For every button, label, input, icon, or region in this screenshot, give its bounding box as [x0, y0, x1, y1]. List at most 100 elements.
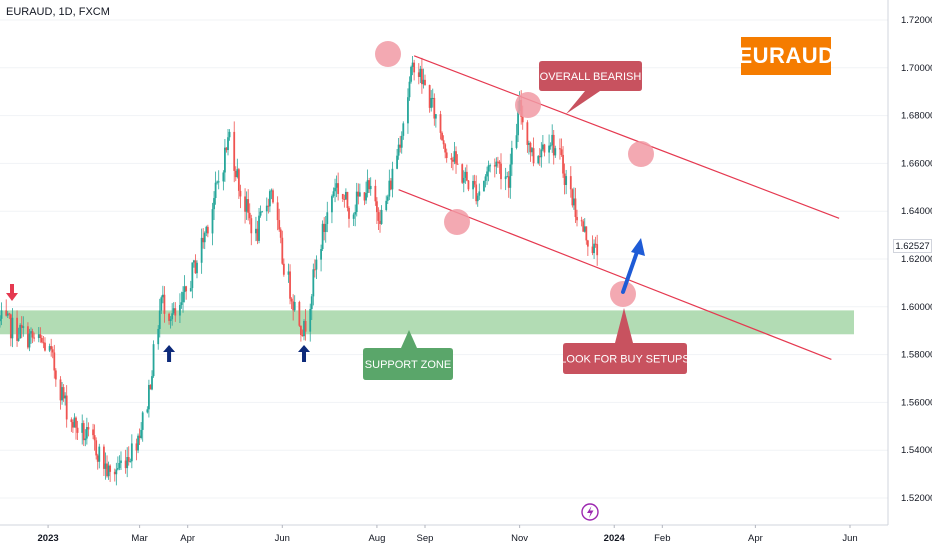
candle-body — [498, 161, 501, 164]
candle-body — [247, 199, 250, 213]
candle-body — [445, 152, 448, 159]
x-tick-label: 2024 — [604, 533, 626, 544]
candle-body — [473, 180, 476, 185]
candle-body — [452, 159, 454, 162]
candle-body — [191, 262, 194, 289]
candle-body — [245, 199, 248, 212]
candle-body — [461, 164, 464, 183]
candle-body — [326, 212, 329, 225]
candle-body — [62, 387, 65, 399]
candle-body — [157, 328, 160, 345]
candle-body — [489, 165, 492, 167]
candle-body — [303, 320, 305, 337]
callout-overall-bearish: OVERALL BEARISH — [539, 61, 642, 114]
symbol-label: EURAUD, 1D, FXCM — [6, 6, 110, 18]
candle-body — [586, 240, 589, 247]
candle-body — [476, 195, 479, 202]
candle-body — [419, 68, 422, 77]
candle-body — [323, 223, 326, 232]
candle-body — [344, 191, 347, 200]
candle-body — [389, 180, 392, 190]
candle-body — [233, 131, 236, 171]
candle-body — [256, 228, 259, 241]
candle-body — [268, 191, 271, 207]
candle-body — [234, 170, 237, 178]
candle-body — [408, 81, 411, 98]
candle-body — [50, 346, 53, 350]
candle-body — [374, 185, 377, 202]
candle-body — [433, 97, 436, 119]
candle-body — [224, 147, 226, 173]
candle-body — [237, 169, 240, 191]
candle-body — [115, 469, 118, 475]
candle-body — [70, 419, 73, 423]
candle-body — [529, 142, 532, 153]
candle-body — [334, 187, 336, 192]
candle-body — [227, 137, 229, 151]
candle-body — [104, 463, 107, 469]
candle-body — [574, 198, 577, 218]
candle-body — [540, 149, 543, 158]
candle-body — [441, 132, 443, 141]
y-tick-label: 1.58000 — [901, 350, 932, 361]
candle-body — [9, 314, 12, 339]
candle-body — [138, 435, 141, 439]
candles — [0, 56, 599, 486]
candle-body — [515, 135, 518, 148]
candle-body — [521, 116, 524, 123]
candle-body — [402, 123, 405, 136]
touch-point-circle — [515, 92, 541, 118]
candle-body — [571, 189, 574, 206]
candle-body — [259, 211, 262, 216]
candle-body — [182, 292, 184, 303]
axis-corner — [888, 525, 932, 550]
candle-body — [358, 192, 361, 197]
candle-body — [54, 370, 57, 380]
candle-body — [321, 223, 324, 250]
candle-body — [341, 193, 344, 200]
candle-body — [528, 142, 530, 145]
candle-body — [548, 145, 550, 153]
candle-body — [596, 244, 599, 256]
candle-body — [562, 154, 564, 174]
candle-body — [228, 131, 231, 138]
candle-body — [585, 226, 588, 241]
bounce-arrow-icon — [631, 238, 645, 256]
candle-body — [538, 156, 541, 158]
candle-body — [73, 417, 76, 428]
candle-body — [348, 207, 350, 219]
candle-body — [355, 191, 358, 213]
candle-body — [279, 229, 282, 238]
lightning-icon[interactable] — [581, 503, 599, 521]
candle-body — [109, 465, 112, 472]
candle-body — [320, 249, 322, 260]
candle-body — [267, 205, 270, 207]
candle-body — [541, 144, 544, 150]
candle-body — [42, 342, 45, 344]
x-tick-label: Apr — [748, 533, 763, 544]
x-tick-label: Feb — [654, 533, 670, 544]
candle-body — [397, 144, 400, 156]
candle-body — [118, 462, 121, 469]
candle-body — [239, 190, 242, 197]
candle-body — [493, 165, 496, 167]
candle-body — [346, 191, 349, 208]
candle-body — [6, 313, 9, 316]
candle-body — [315, 259, 318, 270]
candle-body — [591, 246, 594, 254]
candle-body — [95, 440, 98, 456]
y-tick-label: 1.72000 — [901, 15, 932, 26]
candle-body — [413, 62, 416, 73]
candle-body — [569, 176, 572, 190]
candle-body — [217, 181, 220, 183]
candle-body — [205, 226, 208, 233]
candle-body — [20, 324, 23, 328]
candle-body — [593, 243, 595, 254]
candle-body — [124, 460, 127, 469]
candle-body — [65, 395, 68, 420]
candle-body — [72, 422, 74, 428]
y-tick-label: 1.60000 — [901, 302, 932, 313]
candle-body — [467, 180, 470, 190]
candle-body — [324, 224, 327, 232]
